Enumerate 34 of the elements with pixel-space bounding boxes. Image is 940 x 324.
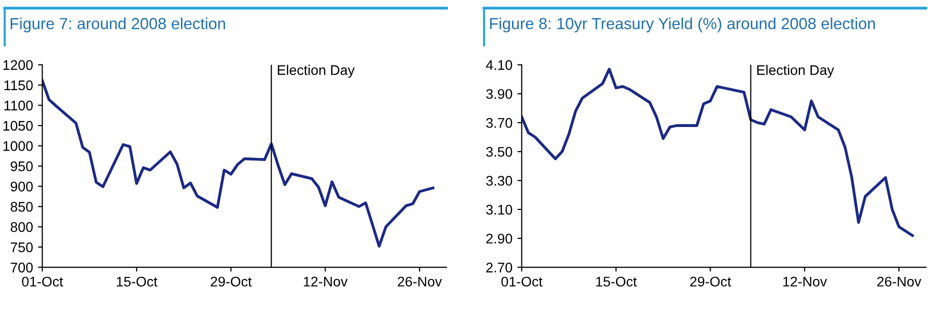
y-tick-label: 4.10 bbox=[486, 60, 512, 70]
y-tick-label: 750 bbox=[10, 242, 33, 252]
x-tick-label: 01-Oct bbox=[22, 276, 64, 287]
x-tick-label: 15-Oct bbox=[116, 276, 158, 287]
chart-title: Figure 8: 10yr Treasury Yield (%) around 2008 election bbox=[490, 18, 875, 32]
x-tick-label: 29-Oct bbox=[210, 276, 252, 287]
chart-title: Figure 7: around 2008 election bbox=[10, 18, 226, 32]
y-tick-label: 850 bbox=[10, 202, 33, 212]
y-tick-label: 3.30 bbox=[486, 176, 512, 186]
line-series bbox=[42, 79, 434, 248]
y-tick-label: 2.90 bbox=[486, 234, 512, 244]
ref-line-label: Election Day bbox=[278, 64, 355, 78]
y-tick-label: 1100 bbox=[4, 100, 33, 110]
y-tick-label: 900 bbox=[10, 182, 33, 192]
y-tick-label: 3.90 bbox=[486, 89, 512, 99]
y-tick-label: 800 bbox=[10, 222, 33, 232]
y-tick-label: 3.10 bbox=[486, 204, 512, 215]
ref-line-label: Election Day bbox=[757, 64, 834, 78]
y-tick-label: 1150 bbox=[4, 80, 33, 90]
y-tick-label: 1200 bbox=[3, 60, 33, 70]
y-tick-label: 2.70 bbox=[486, 262, 512, 272]
y-tick-label: 700 bbox=[10, 262, 33, 272]
x-tick-label: 15-Oct bbox=[596, 276, 637, 287]
x-tick-label: 12-Nov bbox=[783, 276, 827, 287]
y-tick-label: 3.50 bbox=[486, 146, 512, 157]
x-tick-label: 26-Nov bbox=[877, 276, 922, 287]
x-tick-label: 26-Nov bbox=[398, 276, 442, 287]
y-tick-label: 950 bbox=[10, 161, 33, 172]
y-tick-label: 3.70 bbox=[486, 118, 512, 128]
y-tick-label: 1050 bbox=[3, 120, 33, 131]
x-tick-label: 29-Oct bbox=[690, 276, 732, 287]
x-tick-label: 12-Nov bbox=[304, 276, 348, 287]
y-tick-label: 1000 bbox=[3, 141, 33, 151]
x-tick-label: 01-Oct bbox=[501, 276, 542, 287]
